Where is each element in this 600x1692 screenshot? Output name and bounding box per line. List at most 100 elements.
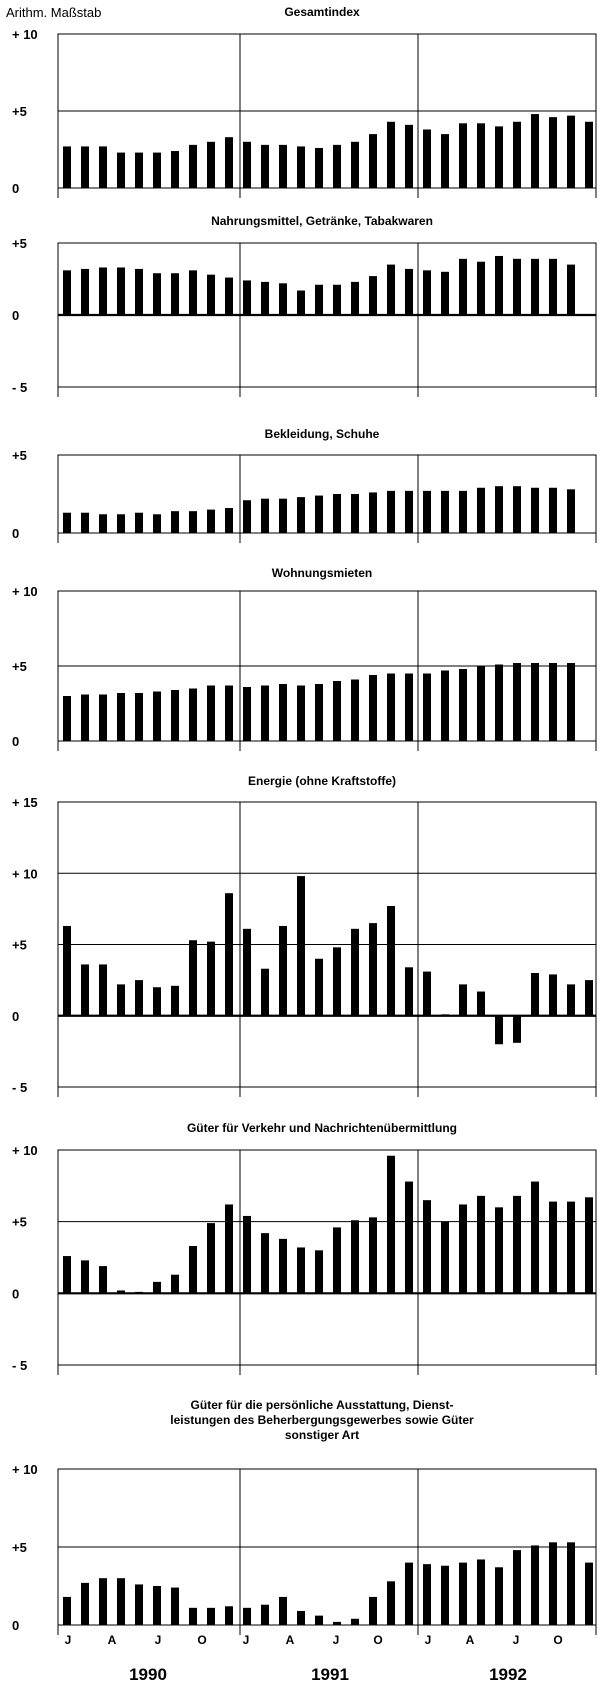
bar [387, 121, 395, 188]
bar [81, 146, 89, 188]
bar [63, 512, 71, 533]
bar [225, 277, 233, 315]
bar [531, 487, 539, 533]
bar [441, 1221, 449, 1294]
bar [549, 258, 557, 315]
bar [99, 1266, 107, 1294]
panel-title: Nahrungsmittel, Getränke, Tabakwaren [211, 214, 433, 228]
panel-title: sonstiger Art [285, 1428, 359, 1442]
bar [495, 664, 503, 741]
bar [297, 685, 305, 741]
bar [315, 1615, 323, 1625]
month-label: J [333, 1633, 340, 1647]
bar [333, 284, 341, 315]
bar [225, 137, 233, 188]
bar [585, 980, 593, 1016]
month-label: J [513, 1633, 520, 1647]
y-tick-label: +5 [12, 236, 27, 251]
bar [171, 1587, 179, 1625]
bar [369, 675, 377, 741]
y-tick-label: 0 [12, 734, 19, 749]
bar [135, 268, 143, 315]
y-tick-label: 0 [12, 181, 19, 196]
bar [477, 123, 485, 188]
bar [225, 1606, 233, 1625]
month-label: A [108, 1633, 117, 1647]
bar [531, 973, 539, 1016]
bar [441, 1565, 449, 1625]
bar [405, 124, 413, 188]
bar [531, 258, 539, 315]
bar [405, 1181, 413, 1294]
bar [351, 928, 359, 1016]
bar [369, 134, 377, 188]
bar [567, 115, 575, 188]
bar [207, 1223, 215, 1294]
bar [297, 876, 305, 1016]
bar [459, 123, 467, 188]
bar [153, 1281, 161, 1294]
bar [261, 498, 269, 533]
bar [243, 1215, 251, 1294]
bar [405, 1562, 413, 1625]
panel-5: Energie (ohne Kraftstoffe) + 15 + 10 +5 0 - 5 [12, 774, 597, 1097]
panel-title: Bekleidung, Schuhe [265, 427, 380, 441]
bar [135, 152, 143, 188]
month-label: A [466, 1633, 475, 1647]
bar [171, 690, 179, 741]
bar [225, 685, 233, 741]
bar [99, 146, 107, 188]
bar [459, 669, 467, 741]
bar [63, 1256, 71, 1294]
bar [279, 144, 287, 188]
bar [549, 487, 557, 533]
bar [459, 258, 467, 315]
bar [459, 490, 467, 533]
y-tick-label: - 5 [12, 380, 27, 395]
bar [225, 508, 233, 533]
bar [261, 685, 269, 741]
bar [117, 693, 125, 741]
month-label: J [243, 1633, 250, 1647]
bar [477, 261, 485, 315]
bar [441, 670, 449, 741]
y-tick-label: - 5 [12, 1080, 27, 1095]
bar [99, 694, 107, 741]
bar [261, 1604, 269, 1625]
bar [495, 1567, 503, 1625]
year-label: 1992 [489, 1665, 527, 1684]
bar [243, 280, 251, 315]
bar [441, 490, 449, 533]
plot-frame [57, 454, 597, 534]
bar [333, 1227, 341, 1294]
bar [117, 514, 125, 533]
bar [297, 1247, 305, 1294]
bar [81, 268, 89, 315]
bar [189, 144, 197, 188]
bar [261, 1233, 269, 1294]
bar [531, 663, 539, 741]
bar [63, 925, 71, 1016]
bar [423, 1200, 431, 1294]
y-tick-label: +5 [12, 104, 27, 119]
bar [81, 1260, 89, 1294]
bar [315, 684, 323, 741]
bar [459, 1204, 467, 1294]
panel-7: Güter für die persönliche Ausstattung, D… [12, 1398, 597, 1635]
bar [171, 511, 179, 533]
panel-title: Energie (ohne Kraftstoffe) [248, 774, 396, 788]
bar [351, 679, 359, 741]
panel-title: Wohnungsmieten [272, 566, 372, 580]
y-tick-label: 0 [12, 308, 19, 323]
bar [513, 121, 521, 188]
bar [513, 486, 521, 533]
bar [549, 1201, 557, 1294]
bar [441, 1014, 449, 1016]
bar [531, 114, 539, 188]
bar [63, 146, 71, 188]
bar [567, 264, 575, 315]
bar [189, 688, 197, 741]
bar [171, 273, 179, 315]
bar [459, 984, 467, 1016]
y-tick-label: 0 [12, 1009, 19, 1024]
